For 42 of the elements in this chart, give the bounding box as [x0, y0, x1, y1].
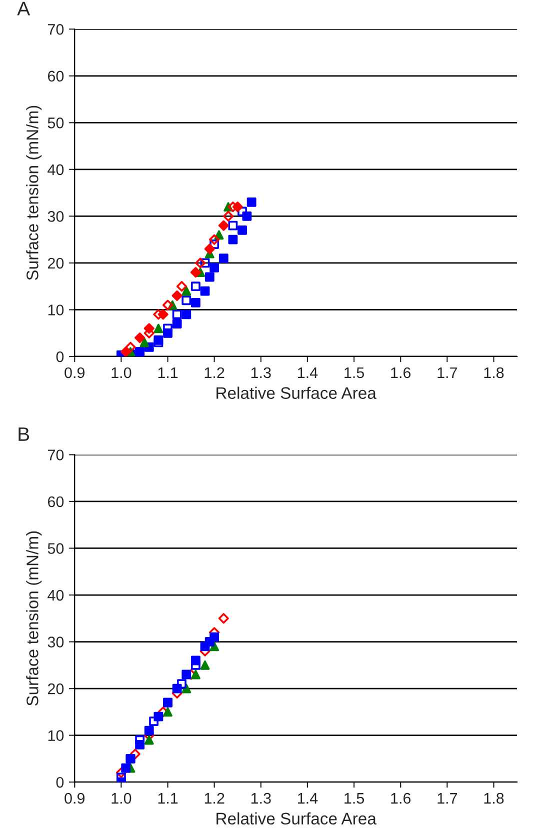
y-tick-label: 70 — [48, 24, 64, 35]
y-tick-label: 60 — [48, 70, 64, 82]
x-tick-label: 1.2 — [204, 792, 224, 804]
x-tick-label: 1.5 — [344, 367, 364, 378]
y-tick-label: 20 — [48, 258, 64, 269]
x-tick-label: 1.0 — [112, 367, 132, 378]
y-tick-label: 40 — [48, 164, 64, 176]
y-axis-title: Surface tension (mN/m) — [26, 106, 42, 280]
y-tick-label: 30 — [48, 636, 64, 648]
x-axis-title: Relative Surface Area — [216, 386, 376, 399]
chart-title: B — [18, 427, 30, 441]
x-tick-label: 1.7 — [438, 793, 458, 804]
x-tick-label: 0.9 — [64, 792, 85, 804]
chart-title: A — [17, 2, 30, 16]
x-axis-title: Relative Surface Area — [216, 812, 376, 825]
y-tick-label: 50 — [48, 118, 64, 128]
x-tick-label: 1.8 — [484, 792, 504, 804]
y-tick-label: 50 — [48, 543, 64, 554]
x-tick-label: 1.4 — [298, 367, 318, 378]
y-tick-label: 10 — [48, 304, 64, 316]
y-tick-label: 20 — [48, 683, 64, 694]
y-tick-label: 10 — [48, 730, 64, 741]
x-tick-label: 1.5 — [344, 793, 364, 804]
x-tick-label: 1.4 — [298, 793, 318, 804]
y-tick-label: 30 — [48, 211, 64, 222]
x-tick-label: 1.3 — [251, 792, 271, 804]
x-tick-label: 1.2 — [204, 367, 224, 378]
x-tick-label: 1.0 — [112, 792, 132, 804]
x-tick-label: 1.6 — [391, 792, 411, 804]
y-axis-title: Surface tension (mN/m) — [26, 531, 42, 706]
x-tick-label: 0.9 — [64, 367, 85, 378]
x-tick-label: 1.7 — [438, 367, 458, 378]
x-tick-label: 1.6 — [391, 367, 411, 378]
x-tick-label: 1.1 — [158, 367, 178, 378]
y-tick-label: 70 — [48, 450, 64, 460]
y-tick-label: 60 — [48, 496, 64, 508]
y-tick-label: 40 — [48, 590, 64, 601]
x-tick-label: 1.1 — [158, 793, 178, 804]
x-tick-label: 1.8 — [484, 367, 504, 378]
y-tick-label: 0 — [56, 776, 64, 788]
y-tick-label: 0 — [56, 351, 64, 362]
x-tick-label: 1.3 — [251, 367, 271, 378]
